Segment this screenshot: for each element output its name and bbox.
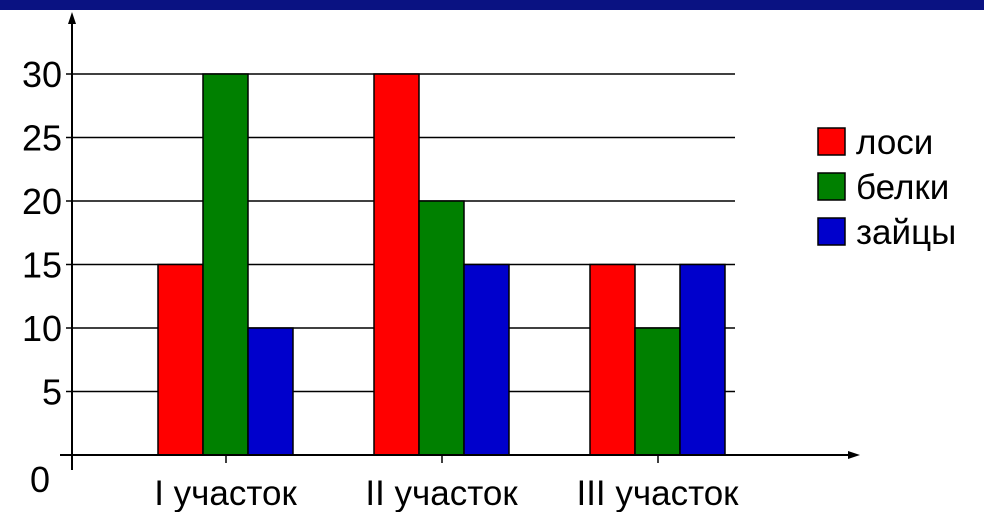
bar-loci-3 [589,263,636,456]
bar-zaytsy-2 [463,263,510,456]
top-header-bar [0,0,984,10]
legend-label-zaytsy: зайцы [856,213,956,252]
y-tick-label: 20 [22,181,62,222]
bar-belki-3 [634,327,681,456]
bar-loci-2 [373,73,420,456]
bar-loci-1 [157,263,204,456]
legend-swatch-loci [817,127,846,156]
legend-swatch-zaytsy [817,217,846,246]
legend: лоси белки зайцы [817,123,956,252]
y-tick-label: 0 [30,459,50,500]
y-tick-label: 25 [22,118,62,159]
category-label: II участок [365,474,518,512]
y-tick-labels: 0 5 10 15 20 25 30 [22,54,62,500]
bar-belki-2 [418,200,465,456]
axes [60,12,860,470]
y-tick-label: 5 [42,372,62,413]
x-axis-arrow [848,451,860,459]
y-tick-label: 30 [22,54,62,95]
legend-label-belki: белки [856,168,949,207]
bar-zaytsy-1 [247,327,294,456]
category-label: III участок [576,474,739,512]
y-axis-arrow [68,12,76,24]
legend-swatch-belki [817,172,846,201]
category-labels: I участок II участок III участок [154,474,739,512]
bar-belki-1 [202,73,249,456]
bar-zaytsy-3 [679,263,726,456]
category-label: I участок [154,474,297,512]
bars [157,73,726,456]
legend-label-loci: лоси [856,123,933,162]
y-tick-label: 10 [22,308,62,349]
y-tick-label: 15 [22,245,62,286]
